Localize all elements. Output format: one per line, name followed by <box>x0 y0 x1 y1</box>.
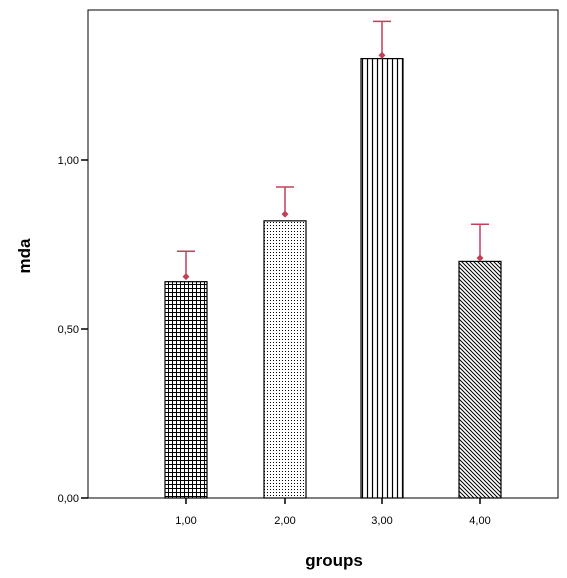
y-axis-ticks: 0,00 0,50 1,00 <box>58 155 88 505</box>
bar-1 <box>164 281 208 499</box>
x-axis-ticks: 1,00 2,00 3,00 4,00 <box>175 498 491 527</box>
y-tick-label: 1,00 <box>58 155 79 167</box>
y-tick-label: 0,00 <box>58 493 79 505</box>
plot-area-frame <box>87 9 559 499</box>
mean-marker <box>378 51 386 59</box>
x-tick-label: 1,00 <box>175 515 196 527</box>
mean-marker <box>476 254 484 262</box>
x-tick-label: 3,00 <box>371 515 392 527</box>
x-tick-label: 2,00 <box>274 515 295 527</box>
bar-4 <box>458 260 502 499</box>
bars <box>164 57 502 499</box>
y-axis-title: mda <box>15 238 34 274</box>
bar-2 <box>263 220 307 499</box>
mean-marker <box>281 210 289 218</box>
mean-marker <box>182 273 190 281</box>
y-tick-label: 0,50 <box>58 324 79 336</box>
x-tick-label: 4,00 <box>469 515 490 527</box>
bar-3 <box>360 57 404 499</box>
error-bars <box>177 20 489 281</box>
x-axis-title: groups <box>305 551 363 570</box>
